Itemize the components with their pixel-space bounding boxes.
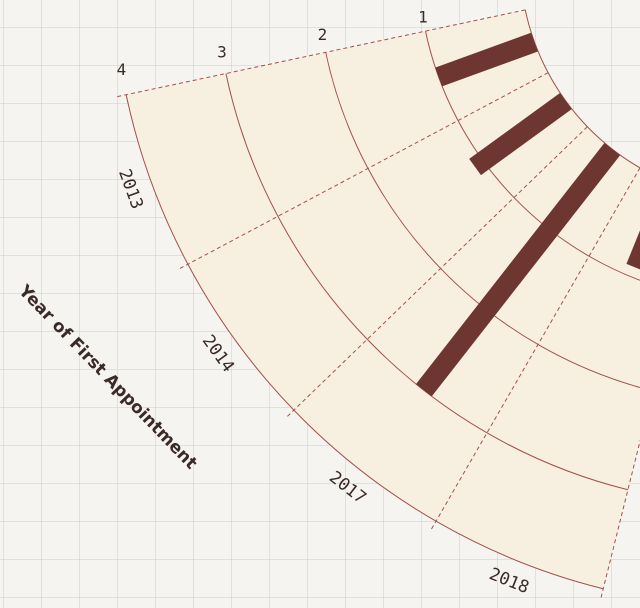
sector-boundary: [284, 126, 588, 419]
bar: [415, 142, 621, 397]
r-tick-label: 2: [318, 25, 328, 44]
r-tick-label: 4: [117, 60, 127, 79]
r-tick-label: 3: [217, 42, 227, 61]
ring: [325, 52, 640, 388]
sector-boundary: [599, 439, 640, 601]
sector-boundary: [114, 9, 526, 98]
ring: [125, 94, 604, 590]
sector-boundary: [429, 167, 640, 532]
r-tick-label: 1: [418, 8, 428, 27]
bar: [469, 92, 572, 176]
base-arc: [524, 9, 640, 169]
ring: [225, 73, 629, 491]
bar: [435, 32, 538, 87]
sector-boundary: [177, 72, 549, 271]
sector: [126, 9, 640, 589]
